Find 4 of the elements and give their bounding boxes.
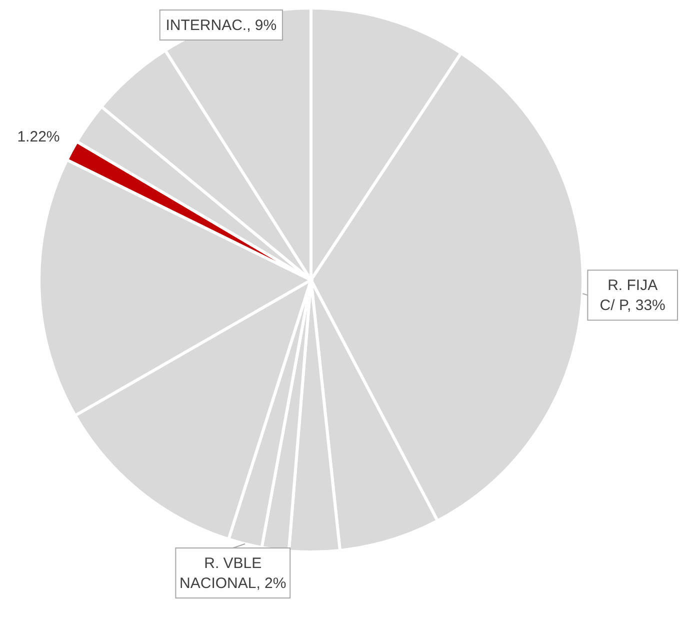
slice-label: INTERNAC., 9% — [166, 17, 277, 34]
slice-label: R. VBLE NACIONAL, 2% — [180, 554, 286, 592]
data-label: 1.22% — [17, 128, 60, 146]
slice-label: R. FIJA C/ P, 33% — [600, 277, 666, 314]
